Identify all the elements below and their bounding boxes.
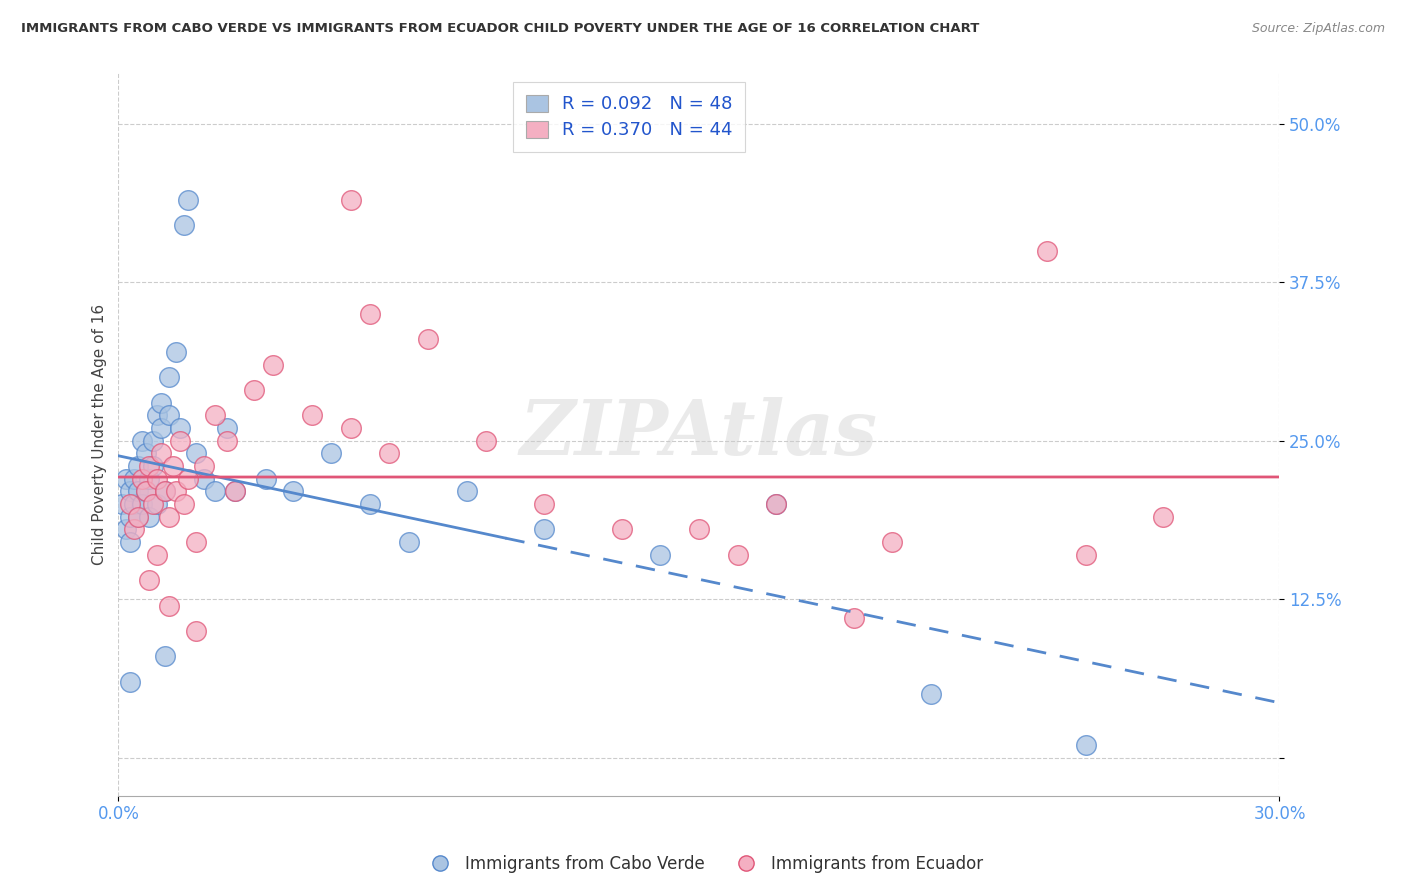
Point [533, 497, 555, 511]
Point [193, 472, 215, 486]
Point [135, 484, 157, 499]
Point [157, 370, 180, 384]
Text: IMMIGRANTS FROM CABO VERDE VS IMMIGRANTS FROM ECUADOR CHILD POVERTY UNDER THE AG: IMMIGRANTS FROM CABO VERDE VS IMMIGRANTS… [21, 22, 980, 36]
Point [150, 446, 173, 460]
Point [765, 497, 787, 511]
Point [153, 484, 176, 499]
Point [131, 434, 153, 448]
Point [115, 523, 138, 537]
Point [339, 421, 361, 435]
Point [122, 472, 145, 486]
Point [157, 599, 180, 613]
Point [169, 434, 191, 448]
Point [224, 484, 246, 499]
Point [215, 421, 238, 435]
Point [138, 509, 160, 524]
Point [173, 497, 195, 511]
Point [115, 472, 138, 486]
Point [204, 409, 226, 423]
Point [533, 523, 555, 537]
Point [1074, 548, 1097, 562]
Point [135, 446, 157, 460]
Point [416, 332, 439, 346]
Point [243, 383, 266, 397]
Point [111, 497, 134, 511]
Point [456, 484, 478, 499]
Point [122, 497, 145, 511]
Point [127, 484, 149, 499]
Point [475, 434, 498, 448]
Text: ZIPAtlas: ZIPAtlas [520, 397, 877, 471]
Point [146, 472, 169, 486]
Point [193, 458, 215, 473]
Point [127, 509, 149, 524]
Point [882, 535, 904, 549]
Point [204, 484, 226, 499]
Point [127, 458, 149, 473]
Point [153, 484, 176, 499]
Point [378, 446, 401, 460]
Point [359, 497, 381, 511]
Legend: Immigrants from Cabo Verde, Immigrants from Ecuador: Immigrants from Cabo Verde, Immigrants f… [416, 848, 990, 880]
Point [157, 409, 180, 423]
Point [184, 624, 207, 638]
Point [1152, 509, 1174, 524]
Point [321, 446, 343, 460]
Point [262, 358, 284, 372]
Point [177, 472, 200, 486]
Point [339, 193, 361, 207]
Y-axis label: Child Poverty Under the Age of 16: Child Poverty Under the Age of 16 [93, 304, 107, 565]
Text: Source: ZipAtlas.com: Source: ZipAtlas.com [1251, 22, 1385, 36]
Point [118, 484, 141, 499]
Point [138, 458, 160, 473]
Point [153, 649, 176, 664]
Point [142, 497, 165, 511]
Point [184, 446, 207, 460]
Point [398, 535, 420, 549]
Point [224, 484, 246, 499]
Point [166, 345, 188, 359]
Legend: R = 0.092   N = 48, R = 0.370   N = 44: R = 0.092 N = 48, R = 0.370 N = 44 [513, 82, 745, 153]
Point [650, 548, 672, 562]
Point [157, 509, 180, 524]
Point [162, 458, 184, 473]
Point [142, 434, 165, 448]
Point [131, 497, 153, 511]
Point [254, 472, 277, 486]
Point [920, 687, 942, 701]
Point [146, 497, 169, 511]
Point [135, 484, 157, 499]
Point [150, 421, 173, 435]
Point [765, 497, 787, 511]
Point [142, 458, 165, 473]
Point [610, 523, 633, 537]
Point [842, 611, 865, 625]
Point [122, 523, 145, 537]
Point [146, 548, 169, 562]
Point [173, 218, 195, 232]
Point [359, 307, 381, 321]
Point [146, 409, 169, 423]
Point [166, 484, 188, 499]
Point [118, 535, 141, 549]
Point [727, 548, 749, 562]
Point [138, 472, 160, 486]
Point [131, 472, 153, 486]
Point [184, 535, 207, 549]
Point [169, 421, 191, 435]
Point [177, 193, 200, 207]
Point [1036, 244, 1059, 258]
Point [688, 523, 710, 537]
Point [215, 434, 238, 448]
Point [118, 509, 141, 524]
Point [118, 497, 141, 511]
Point [118, 674, 141, 689]
Point [127, 509, 149, 524]
Point [281, 484, 304, 499]
Point [1074, 738, 1097, 752]
Point [301, 409, 323, 423]
Point [138, 573, 160, 587]
Point [150, 395, 173, 409]
